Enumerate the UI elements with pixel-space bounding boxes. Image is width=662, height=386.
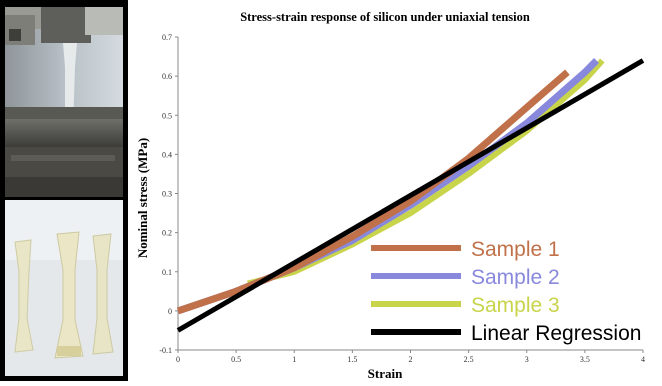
axes: -0.1 0 0.1 0.2 0.3 0.4 0.5 0.6 0.7 0 0.5 1 1.5 2 2.5 3 3… bbox=[159, 33, 645, 364]
y-tick-label: 0.5 bbox=[162, 111, 172, 120]
series-line-sample-3 bbox=[247, 58, 605, 287]
chart-panel: Stress-strain response of silicon under … bbox=[128, 0, 662, 381]
x-tick-label: 3 bbox=[525, 355, 529, 364]
y-tick-label: 0.6 bbox=[162, 72, 172, 81]
y-tick-label: 0.7 bbox=[162, 33, 172, 42]
y-tick-label: 0.4 bbox=[162, 150, 172, 159]
photo-panel bbox=[0, 0, 128, 381]
chart-title: Stress-strain response of silicon under … bbox=[240, 10, 530, 24]
series-line-sample-1 bbox=[176, 69, 570, 315]
x-tick-label: 3.5 bbox=[580, 355, 590, 364]
legend-label-sample-2: Sample 2 bbox=[471, 266, 560, 289]
dogbone-specimens-photo bbox=[5, 200, 123, 376]
y-axis-label: Nominal stress (MPa) bbox=[135, 138, 150, 258]
y-tick-label: 0.1 bbox=[162, 268, 172, 277]
x-tick-label: 4 bbox=[641, 355, 645, 364]
x-tick-label: 0.5 bbox=[231, 355, 241, 364]
x-tick-label: 2.5 bbox=[464, 355, 474, 364]
x-tick-label: 1.5 bbox=[347, 355, 357, 364]
y-tick-label: 0.2 bbox=[162, 229, 172, 238]
stress-strain-chart: Stress-strain response of silicon under … bbox=[135, 10, 645, 381]
y-tick-label: 0 bbox=[168, 307, 172, 316]
x-tick-label: 2 bbox=[409, 355, 413, 364]
series-line-linear-regression bbox=[176, 58, 645, 333]
y-tick-label: -0.1 bbox=[159, 346, 172, 355]
legend-label-linear-regression: Linear Regression bbox=[471, 322, 641, 345]
x-tick-label: 0 bbox=[176, 355, 180, 364]
y-tick-label: 0.3 bbox=[162, 190, 172, 199]
x-axis-label: Strain bbox=[368, 366, 403, 381]
series-layer bbox=[176, 58, 645, 333]
legend-label-sample-3: Sample 3 bbox=[471, 294, 560, 317]
tensile-test-rig-photo bbox=[5, 7, 123, 197]
x-tick-label: 1 bbox=[292, 355, 296, 364]
legend: Sample 1 Sample 2 Sample 3 Linear Regressio… bbox=[371, 238, 641, 345]
legend-label-sample-1: Sample 1 bbox=[471, 238, 560, 261]
